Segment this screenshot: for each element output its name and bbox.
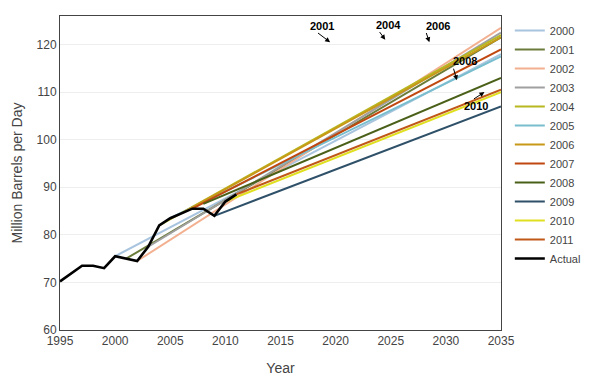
svg-text:2030: 2030 <box>433 334 460 348</box>
svg-text:2035: 2035 <box>488 334 515 348</box>
svg-text:2010: 2010 <box>550 215 574 227</box>
svg-text:110: 110 <box>37 85 56 99</box>
svg-text:2006: 2006 <box>550 139 574 151</box>
svg-text:2002: 2002 <box>550 63 574 75</box>
svg-text:2007: 2007 <box>550 158 574 170</box>
svg-text:2008: 2008 <box>550 177 574 189</box>
svg-text:2011: 2011 <box>550 234 574 246</box>
svg-text:Actual: Actual <box>550 253 581 265</box>
svg-text:2005: 2005 <box>550 120 574 132</box>
svg-text:2001: 2001 <box>310 20 334 32</box>
svg-text:2000: 2000 <box>102 334 129 348</box>
svg-text:60: 60 <box>43 323 57 337</box>
svg-text:2025: 2025 <box>377 334 404 348</box>
svg-text:120: 120 <box>37 38 57 52</box>
svg-text:2008: 2008 <box>453 55 477 67</box>
svg-text:70: 70 <box>43 276 57 290</box>
svg-text:2003: 2003 <box>550 82 574 94</box>
svg-text:2010: 2010 <box>212 334 239 348</box>
svg-text:2004: 2004 <box>376 19 401 31</box>
svg-text:1995: 1995 <box>47 334 74 348</box>
svg-text:2009: 2009 <box>550 196 574 208</box>
svg-text:2005: 2005 <box>157 334 184 348</box>
svg-text:2000: 2000 <box>550 25 574 37</box>
svg-text:2010: 2010 <box>464 100 488 112</box>
svg-text:2004: 2004 <box>550 101 574 113</box>
svg-text:2015: 2015 <box>267 334 294 348</box>
svg-text:2001: 2001 <box>550 44 574 56</box>
svg-text:2006: 2006 <box>426 20 450 32</box>
svg-text:Year: Year <box>266 360 295 376</box>
svg-text:80: 80 <box>43 228 57 242</box>
svg-text:100: 100 <box>37 133 57 147</box>
svg-text:Million Barrels per Day: Million Barrels per Day <box>9 103 25 244</box>
svg-text:2020: 2020 <box>322 334 349 348</box>
svg-text:90: 90 <box>43 180 57 194</box>
